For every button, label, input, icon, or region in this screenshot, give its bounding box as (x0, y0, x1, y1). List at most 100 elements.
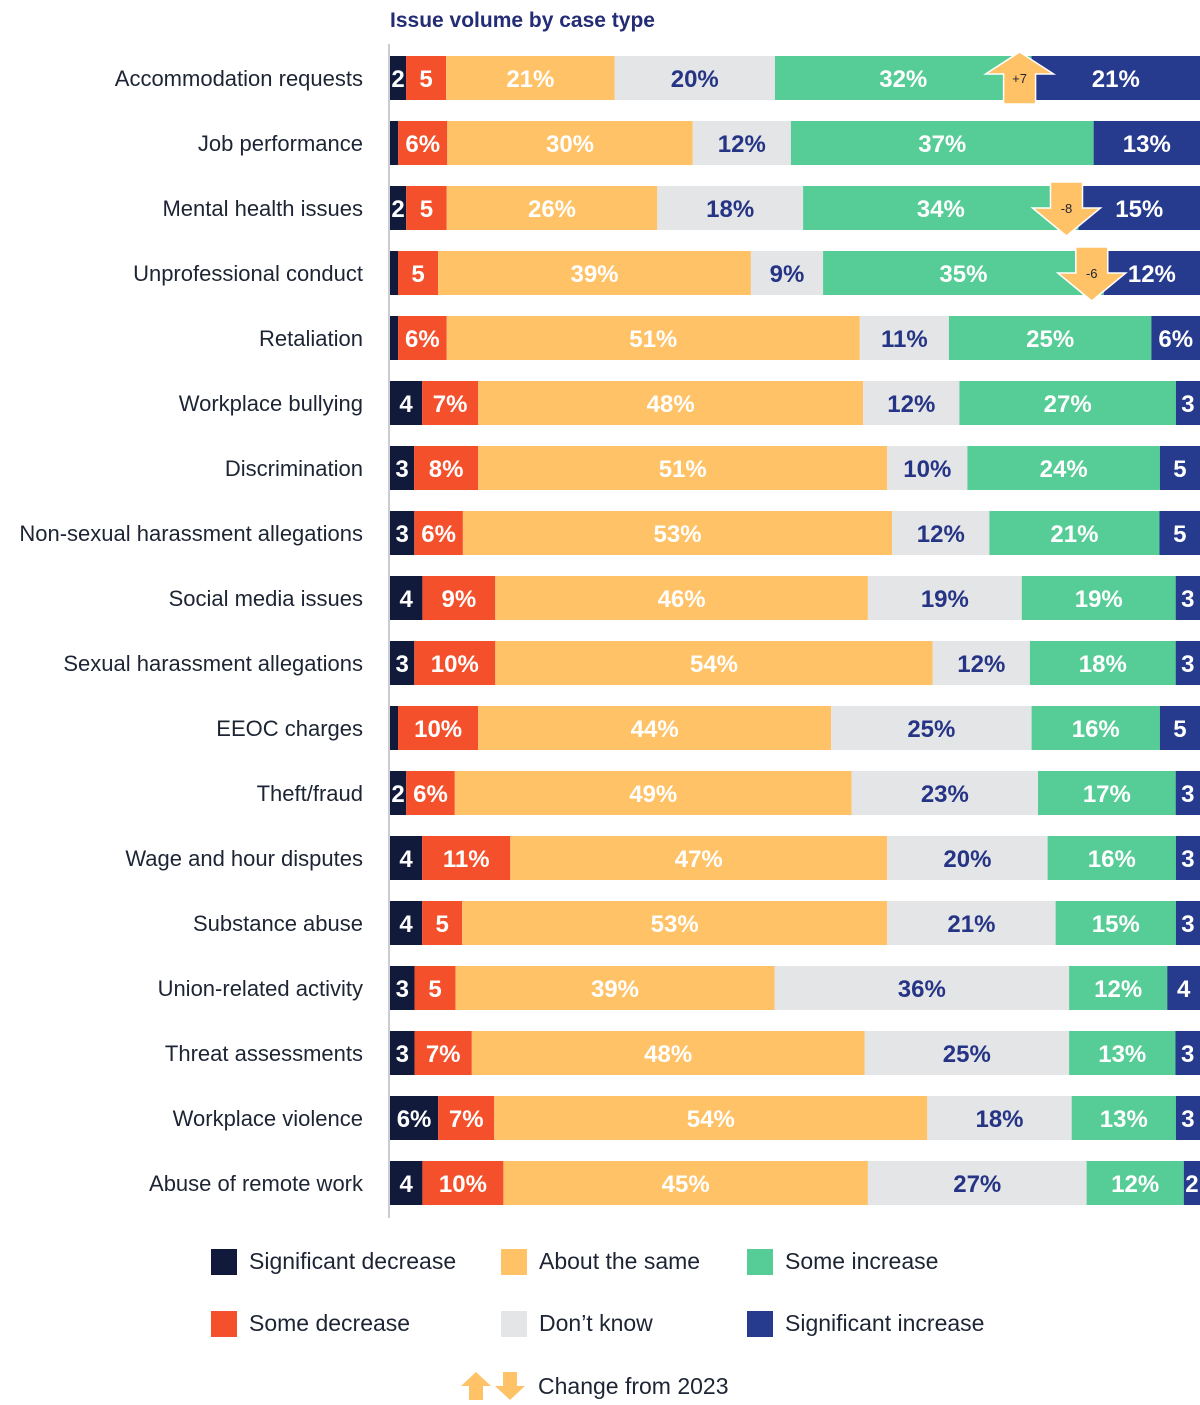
bar-segment-significant-increase (1159, 446, 1200, 490)
data-label: 6% (405, 326, 440, 353)
data-label: 5 (411, 261, 424, 288)
bar-segment-significant-decrease (390, 1096, 439, 1140)
data-label: 12% (1094, 976, 1142, 1003)
data-label: 46% (658, 586, 706, 613)
data-label: 36% (898, 976, 946, 1003)
data-label: 51% (629, 326, 677, 353)
data-label: 32% (879, 66, 927, 93)
data-label: 49% (629, 781, 677, 808)
bar-segment-some-increase (948, 316, 1152, 360)
bar-row-job-performance: Job performance 6% 30% 12% 37% 13% (198, 121, 1200, 165)
data-label: 7% (426, 1041, 461, 1068)
bar-segment-don-t-know (867, 1161, 1087, 1205)
data-label: 39% (570, 261, 618, 288)
bar-segment-some-decrease (414, 966, 456, 1010)
bar-segment-about-the-same (471, 1031, 865, 1075)
category-label: Sexual harassment allegations (63, 651, 363, 676)
data-label: 24% (1040, 456, 1088, 483)
legend-swatch (501, 1310, 527, 1337)
bar-segment-about-the-same (510, 836, 888, 880)
data-label: 3 (396, 976, 409, 1003)
data-label: 11% (881, 326, 928, 353)
bar-segment-significant-increase (1175, 771, 1200, 815)
bar-segment-don-t-know (887, 836, 1048, 880)
category-label: Workplace violence (173, 1106, 363, 1131)
data-label: 44% (631, 716, 679, 743)
bar-segment-don-t-know (863, 381, 960, 425)
data-label: 51% (659, 456, 707, 483)
bar-segment-don-t-know (750, 251, 824, 295)
legend-label: Significant decrease (249, 1248, 457, 1274)
category-label: Workplace bullying (179, 391, 363, 416)
bar-segment-some-decrease (422, 836, 511, 880)
bar-segment-some-decrease (406, 56, 447, 100)
bar-segment-significant-decrease (390, 316, 399, 360)
stacked-bar-chart: Issue volume by case type Accommodation … (19, 9, 1200, 1218)
data-label: 54% (687, 1106, 735, 1133)
data-label: 15% (1115, 196, 1163, 223)
data-label: 53% (651, 911, 699, 938)
bar-segment-significant-increase (1175, 836, 1200, 880)
bar-segment-don-t-know (864, 1031, 1070, 1075)
data-label: 3 (396, 1041, 409, 1068)
data-label: 10% (903, 456, 951, 483)
data-label: 3 (1181, 1106, 1194, 1133)
bar-segment-significant-increase (1175, 1031, 1200, 1075)
data-label: 3 (1181, 846, 1194, 873)
data-label: 7% (449, 1106, 484, 1133)
data-label: 13% (1100, 1106, 1148, 1133)
data-label: 3 (1181, 781, 1194, 808)
bar-segment-don-t-know (927, 1096, 1072, 1140)
bar-segment-don-t-know (867, 576, 1022, 620)
data-label: 25% (943, 1041, 991, 1068)
bar-segment-some-decrease (422, 381, 479, 425)
data-label: 27% (1044, 391, 1092, 418)
data-label: 2 (391, 66, 404, 93)
legend-label: Significant increase (785, 1310, 985, 1336)
legend-item-significant-decrease: Significant decrease (211, 1248, 456, 1275)
bar-segment-about-the-same (462, 511, 893, 555)
category-label: Accommodation requests (115, 66, 363, 91)
bar-segment-significant-increase (1167, 966, 1200, 1010)
data-label: 5 (435, 911, 448, 938)
bar-segment-some-decrease (414, 1031, 472, 1075)
bar-segment-significant-decrease (390, 121, 399, 165)
bar-segment-significant-decrease (390, 251, 399, 295)
category-label: Union-related activity (158, 976, 363, 1001)
data-label: 18% (706, 196, 754, 223)
legend-item-about-the-same: About the same (501, 1248, 700, 1275)
data-label: 37% (918, 131, 966, 158)
bar-segment-some-decrease (398, 251, 439, 295)
data-label: 18% (1079, 651, 1127, 678)
data-label: 4 (399, 846, 413, 873)
data-label: 20% (671, 66, 719, 93)
legend-swatch (747, 1310, 773, 1337)
bar-segment-about-the-same (438, 251, 751, 295)
data-label: 4 (1177, 976, 1191, 1003)
data-label: 16% (1088, 846, 1136, 873)
bar-segment-some-decrease (398, 706, 479, 750)
data-label: 25% (1026, 326, 1074, 353)
data-label: 53% (654, 521, 702, 548)
legend-swatch (211, 1248, 237, 1275)
data-label: 3 (1181, 651, 1194, 678)
up-down-arrows-icon (461, 1372, 525, 1400)
data-label: 21% (1092, 66, 1140, 93)
bar-segment-some-increase (1029, 641, 1176, 685)
bar-segment-significant-decrease (390, 56, 407, 100)
data-label: 2 (1185, 1171, 1198, 1198)
bar-segment-don-t-know (887, 446, 968, 490)
data-label: 6% (405, 131, 440, 158)
bar-row-sexual-harassment-allegations: Sexual harassment allegations 3 10% 54% 12% 1… (63, 641, 1200, 685)
legend-swatch (747, 1248, 773, 1275)
category-label: Discrimination (225, 456, 363, 481)
category-label: Job performance (198, 131, 363, 156)
data-label: 3 (395, 651, 408, 678)
bar-segment-some-increase (1055, 901, 1176, 945)
data-label: 5 (420, 196, 433, 223)
data-label: 5 (428, 976, 441, 1003)
data-label: 11% (443, 846, 490, 873)
bar-segment-significant-decrease (390, 511, 415, 555)
bar-segment-some-increase (1069, 1031, 1176, 1075)
bar-segment-significant-increase (1175, 641, 1200, 685)
